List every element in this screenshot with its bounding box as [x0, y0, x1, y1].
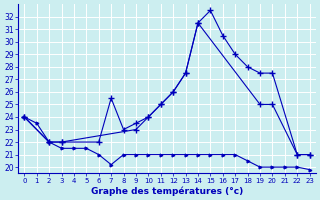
X-axis label: Graphe des températures (°c): Graphe des températures (°c) [91, 186, 243, 196]
